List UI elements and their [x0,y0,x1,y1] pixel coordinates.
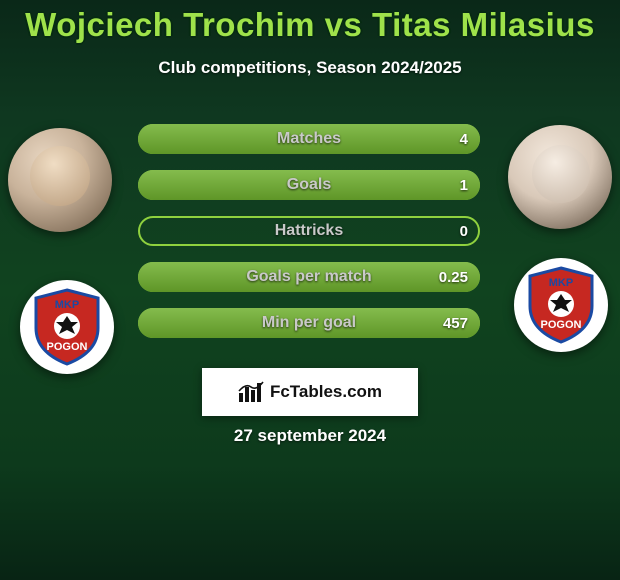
stat-value-right: 0.25 [439,262,468,292]
player-left-avatar [8,128,112,232]
stat-value-right: 457 [443,308,468,338]
stat-label: Min per goal [138,308,480,338]
stat-value-right: 0 [460,216,468,246]
stat-value-right: 1 [460,170,468,200]
stat-label: Matches [138,124,480,154]
attribution: FcTables.com [202,368,418,416]
bars-chart-icon [238,381,264,403]
badge-text-top: MKP [55,299,79,311]
badge-text-bottom: POGON [541,319,582,331]
attribution-text: FcTables.com [270,382,382,402]
stat-row: Hattricks0 [138,216,480,246]
stat-value-right: 4 [460,124,468,154]
club-badge-right: MKP POGON [514,258,608,352]
stat-row: Matches4 [138,124,480,154]
club-badge-left: MKP POGON [20,280,114,374]
stat-row: Goals per match0.25 [138,262,480,292]
shield-icon: MKP POGON [32,288,102,366]
stat-bars: Matches4Goals1Hattricks0Goals per match0… [138,124,480,354]
shield-icon: MKP POGON [526,266,596,344]
stat-label: Hattricks [138,216,480,246]
badge-text-bottom: POGON [47,341,88,353]
player-right-avatar [508,125,612,229]
badge-text-top: MKP [549,277,573,289]
subtitle: Club competitions, Season 2024/2025 [0,58,620,78]
stat-label: Goals per match [138,262,480,292]
stat-row: Goals1 [138,170,480,200]
stat-row: Min per goal457 [138,308,480,338]
date-text: 27 september 2024 [0,426,620,446]
page-title: Wojciech Trochim vs Titas Milasius [0,0,620,44]
stat-label: Goals [138,170,480,200]
